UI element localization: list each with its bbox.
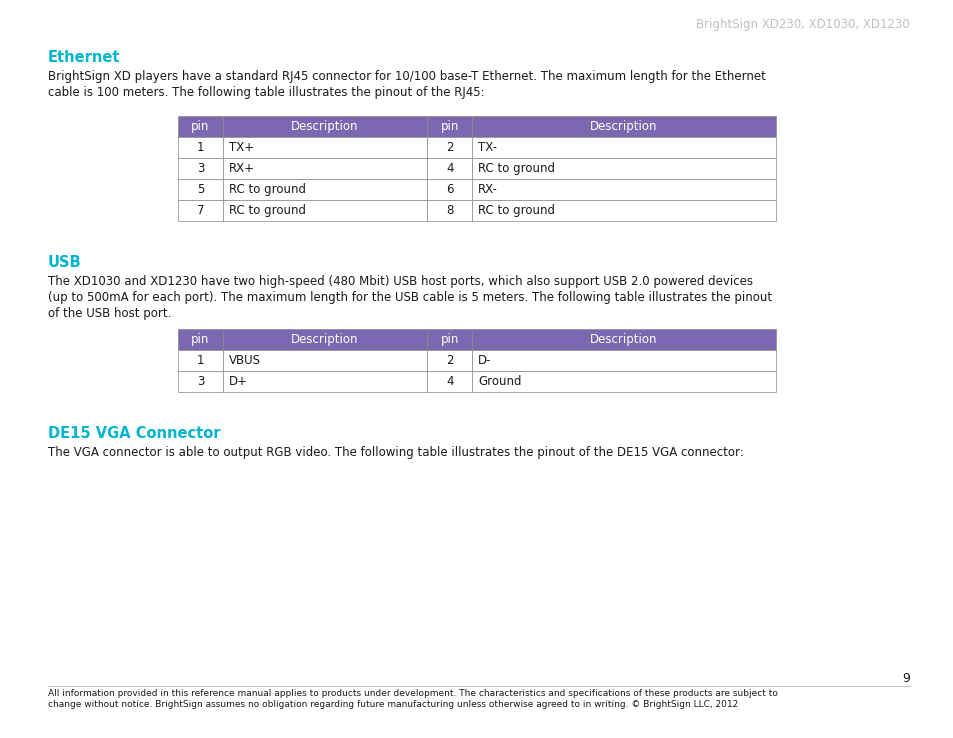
Text: 7: 7 (196, 204, 204, 217)
Bar (223, 200, 427, 221)
Text: of the USB host port.: of the USB host port. (48, 307, 172, 320)
Bar (427, 116, 472, 137)
Text: pin: pin (191, 120, 210, 133)
Bar (223, 329, 427, 350)
Bar (178, 350, 223, 371)
Bar (472, 371, 775, 392)
Text: DE15 VGA Connector: DE15 VGA Connector (48, 426, 220, 441)
Text: The VGA connector is able to output RGB video. The following table illustrates t: The VGA connector is able to output RGB … (48, 446, 743, 459)
Bar (178, 371, 223, 392)
Text: RC to ground: RC to ground (229, 183, 306, 196)
Text: RC to ground: RC to ground (229, 204, 306, 217)
Text: Description: Description (291, 120, 358, 133)
Bar (427, 158, 472, 179)
Text: Description: Description (590, 120, 658, 133)
Bar (178, 200, 223, 221)
Text: The XD1030 and XD1230 have two high-speed (480 Mbit) USB host ports, which also : The XD1030 and XD1230 have two high-spee… (48, 275, 752, 288)
Text: change without notice. BrightSign assumes no obligation regarding future manufac: change without notice. BrightSign assume… (48, 700, 738, 709)
Text: 2: 2 (446, 354, 453, 367)
Text: 9: 9 (902, 672, 909, 685)
Bar (472, 158, 775, 179)
Bar (472, 350, 775, 371)
Text: Description: Description (291, 333, 358, 346)
Bar (178, 179, 223, 200)
Bar (427, 179, 472, 200)
Text: 1: 1 (196, 141, 204, 154)
Text: RC to ground: RC to ground (477, 204, 555, 217)
Bar (178, 158, 223, 179)
Text: 4: 4 (446, 375, 453, 388)
Bar (427, 137, 472, 158)
Text: 5: 5 (196, 183, 204, 196)
Bar (223, 116, 427, 137)
Text: Ethernet: Ethernet (48, 50, 120, 65)
Text: 8: 8 (446, 204, 453, 217)
Text: RC to ground: RC to ground (477, 162, 555, 175)
Text: BrightSign XD230, XD1030, XD1230: BrightSign XD230, XD1030, XD1230 (696, 18, 909, 31)
Bar (178, 137, 223, 158)
Text: cable is 100 meters. The following table illustrates the pinout of the RJ45:: cable is 100 meters. The following table… (48, 86, 484, 99)
Bar (223, 158, 427, 179)
Bar (472, 137, 775, 158)
Bar (427, 371, 472, 392)
Text: TX-: TX- (477, 141, 497, 154)
Text: 4: 4 (446, 162, 453, 175)
Bar (178, 329, 223, 350)
Text: 2: 2 (446, 141, 453, 154)
Text: RX+: RX+ (229, 162, 254, 175)
Text: (up to 500mA for each port). The maximum length for the USB cable is 5 meters. T: (up to 500mA for each port). The maximum… (48, 291, 771, 304)
Bar (472, 329, 775, 350)
Text: All information provided in this reference manual applies to products under deve: All information provided in this referen… (48, 689, 777, 698)
Text: 1: 1 (196, 354, 204, 367)
Bar (223, 350, 427, 371)
Bar (223, 371, 427, 392)
Text: 3: 3 (196, 375, 204, 388)
Text: 6: 6 (446, 183, 453, 196)
Bar (178, 116, 223, 137)
Bar (427, 200, 472, 221)
Text: USB: USB (48, 255, 82, 270)
Text: D-: D- (477, 354, 491, 367)
Bar (427, 329, 472, 350)
Text: Description: Description (590, 333, 658, 346)
Text: pin: pin (440, 120, 458, 133)
Text: VBUS: VBUS (229, 354, 260, 367)
Text: BrightSign XD players have a standard RJ45 connector for 10/100 base-T Ethernet.: BrightSign XD players have a standard RJ… (48, 70, 765, 83)
Text: pin: pin (440, 333, 458, 346)
Bar (223, 137, 427, 158)
Text: 3: 3 (196, 162, 204, 175)
Bar (472, 179, 775, 200)
Text: pin: pin (191, 333, 210, 346)
Bar (472, 116, 775, 137)
Text: Ground: Ground (477, 375, 521, 388)
Bar (427, 350, 472, 371)
Text: D+: D+ (229, 375, 248, 388)
Text: TX+: TX+ (229, 141, 253, 154)
Text: RX-: RX- (477, 183, 497, 196)
Bar (223, 179, 427, 200)
Bar (472, 200, 775, 221)
